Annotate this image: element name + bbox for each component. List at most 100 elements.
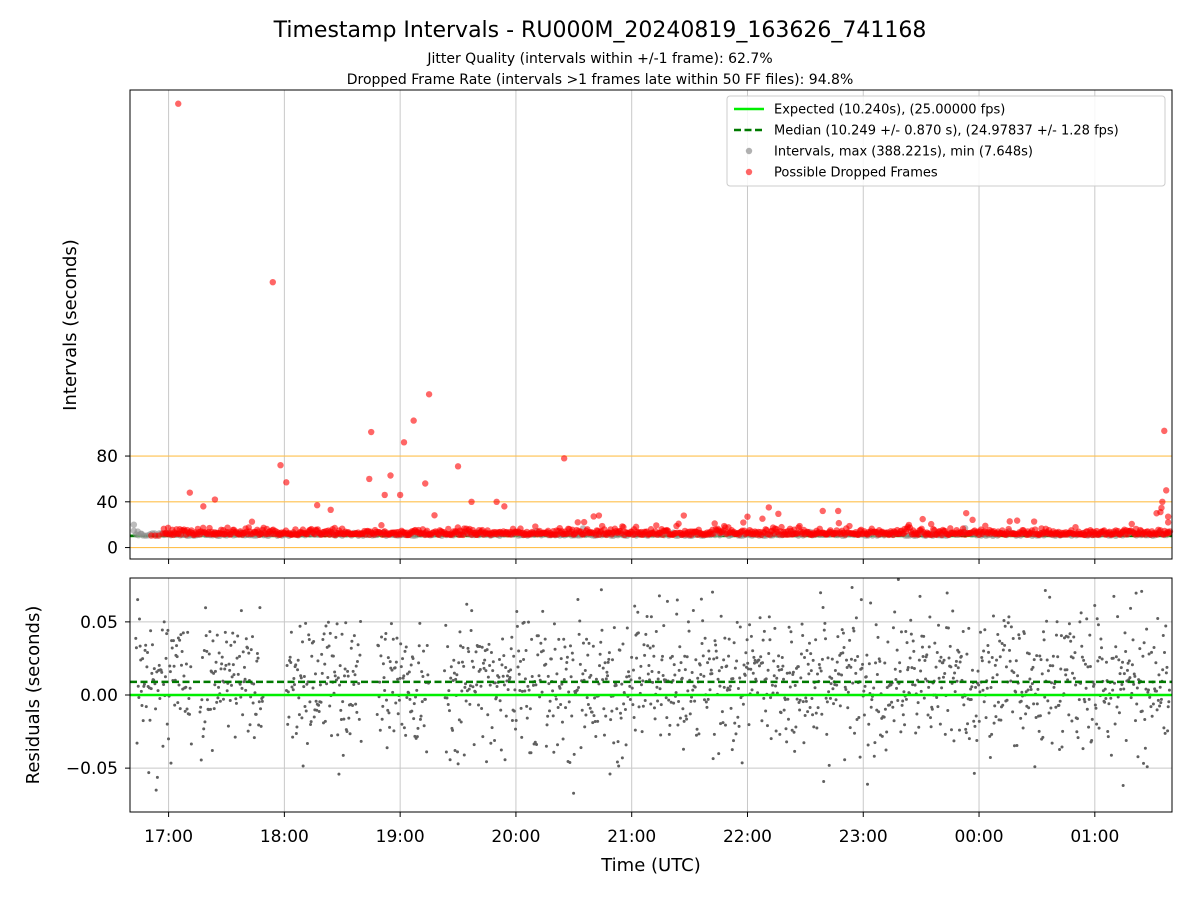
residual-point xyxy=(1135,702,1139,706)
residual-point xyxy=(1158,704,1162,708)
residual-point xyxy=(825,700,829,704)
residual-point xyxy=(1032,658,1036,662)
residual-point xyxy=(1016,674,1020,678)
residual-point xyxy=(455,673,459,677)
residual-point xyxy=(849,657,853,661)
residual-point xyxy=(684,714,688,718)
residual-point xyxy=(986,644,990,648)
residual-point xyxy=(515,609,519,613)
residual-point xyxy=(943,732,947,736)
residual-point xyxy=(876,635,880,639)
residual-point xyxy=(398,676,402,680)
residual-point xyxy=(607,657,611,661)
residual-point xyxy=(1020,690,1024,694)
residual-point xyxy=(1059,667,1063,671)
residual-point xyxy=(1045,658,1049,662)
residual-point xyxy=(581,641,585,645)
dropped-frame-point xyxy=(1164,519,1172,526)
residual-point xyxy=(499,748,503,752)
residual-point xyxy=(938,722,942,726)
residual-point xyxy=(1117,658,1121,662)
residual-point xyxy=(615,707,619,711)
legend-median-label: Median (10.249 +/- 0.870 s), (24.97837 +… xyxy=(774,124,1119,139)
residual-point xyxy=(1082,697,1086,701)
residual-point xyxy=(490,726,494,730)
residual-point xyxy=(954,664,958,668)
residual-point xyxy=(339,718,343,722)
residual-point xyxy=(1131,638,1135,642)
residual-point xyxy=(493,739,497,743)
dropped-frame-point xyxy=(620,523,627,531)
residual-point xyxy=(1008,648,1012,652)
residual-point xyxy=(770,683,774,687)
residual-point xyxy=(912,649,916,653)
residual-point xyxy=(580,708,584,712)
residual-point xyxy=(1106,735,1110,739)
residual-point xyxy=(720,710,724,714)
dropped-frame-point xyxy=(963,509,970,517)
residual-point xyxy=(252,736,256,740)
residual-point xyxy=(219,667,223,671)
residual-point xyxy=(1162,726,1166,730)
residual-point xyxy=(723,636,727,640)
residual-point xyxy=(746,661,750,665)
residual-point xyxy=(1041,630,1045,634)
dropped-frame-point xyxy=(313,502,321,509)
residual-point xyxy=(640,683,644,687)
residual-point xyxy=(518,659,522,663)
residual-point xyxy=(294,732,298,736)
dropped-frame-point xyxy=(819,507,826,515)
residual-point xyxy=(668,723,672,727)
residual-point xyxy=(1038,714,1042,718)
residual-point xyxy=(1158,685,1162,689)
residual-point xyxy=(789,630,793,634)
residual-point xyxy=(554,697,558,701)
residual-point xyxy=(333,670,337,674)
residual-point xyxy=(1051,654,1055,658)
residual-point xyxy=(593,720,597,724)
residual-point xyxy=(419,714,423,718)
residual-point xyxy=(867,662,871,666)
residual-point xyxy=(537,674,541,678)
residual-point xyxy=(213,669,217,673)
residual-point xyxy=(783,698,787,702)
residual-point xyxy=(649,702,653,706)
residual-point xyxy=(457,718,461,722)
residual-point xyxy=(823,621,827,625)
residual-point xyxy=(878,659,882,663)
residual-point xyxy=(1111,656,1115,660)
residual-point xyxy=(583,725,587,729)
residual-point xyxy=(525,716,529,720)
residual-point xyxy=(650,669,654,673)
x-tick-label: 22:00 xyxy=(723,827,772,847)
residual-point xyxy=(1015,743,1019,747)
residual-point xyxy=(728,688,732,692)
residual-point xyxy=(1116,615,1120,619)
residual-point xyxy=(737,724,741,728)
residual-point xyxy=(388,660,392,664)
residual-point xyxy=(1116,695,1120,699)
residual-point xyxy=(616,740,620,744)
residual-point xyxy=(481,735,485,739)
residual-point xyxy=(317,710,321,714)
residual-point xyxy=(751,649,755,653)
residual-point xyxy=(801,634,805,638)
residual-point xyxy=(420,700,424,704)
residual-point xyxy=(1148,695,1152,699)
residual-point xyxy=(811,713,815,717)
residual-point xyxy=(699,672,703,676)
residual-point xyxy=(258,606,262,610)
residual-point xyxy=(973,724,977,728)
dropped-frame-point xyxy=(595,512,603,519)
residual-point xyxy=(1133,719,1137,723)
residual-point xyxy=(464,699,468,703)
residual-point xyxy=(250,635,254,639)
residual-point xyxy=(455,750,459,754)
residual-point xyxy=(349,646,353,650)
residual-point xyxy=(354,664,358,668)
residual-point xyxy=(848,638,852,642)
residual-point xyxy=(681,707,685,711)
residual-point xyxy=(628,698,632,702)
residual-point xyxy=(1027,706,1031,710)
residual-point xyxy=(729,706,733,710)
